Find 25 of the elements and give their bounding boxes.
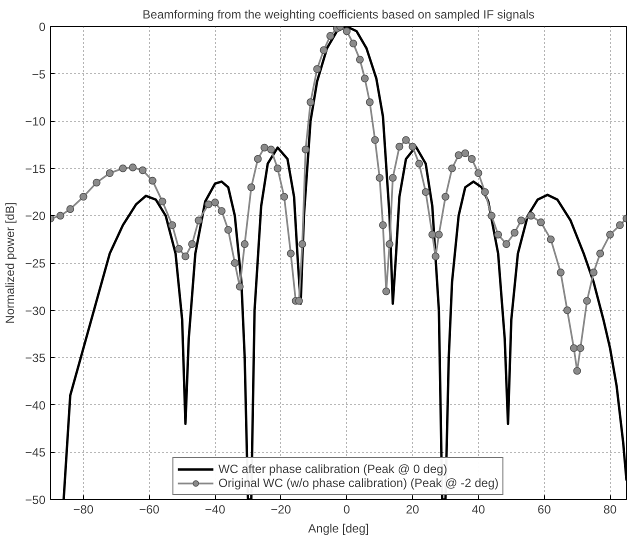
x-tick-label: 20 xyxy=(406,502,420,516)
legend-label: Original WC (w/o phase calibration) (Peak @ -2 deg) xyxy=(218,476,499,490)
legend-label: WC after phase calibration (Peak @ 0 deg) xyxy=(218,462,448,476)
x-tick-label: −20 xyxy=(270,502,292,516)
x-tick-label: 80 xyxy=(603,502,618,516)
y-tick-label: −5 xyxy=(32,67,46,82)
chart-title: Beamforming from the weighting coefficients based on sampled IF signals xyxy=(142,8,534,22)
y-tick-label: −50 xyxy=(25,493,46,507)
y-tick-label: −15 xyxy=(25,162,46,176)
y-tick-label: 0 xyxy=(38,20,46,34)
y-axis-title: Normalized power [dB] xyxy=(3,202,18,324)
y-tick-label: −35 xyxy=(25,351,46,366)
x-tick-label: 0 xyxy=(343,502,350,516)
y-tick-label: −30 xyxy=(25,304,46,318)
x-tick-label: 60 xyxy=(538,502,552,516)
x-tick-label: −40 xyxy=(204,502,226,516)
x-tick-label: −80 xyxy=(73,502,94,516)
y-tick-label: −25 xyxy=(25,256,46,270)
y-tick-label: −20 xyxy=(25,209,46,224)
x-tick-label: −60 xyxy=(139,502,160,516)
y-tick-label: −10 xyxy=(25,114,46,129)
y-tick-label: −45 xyxy=(25,446,46,460)
x-axis-title: Angle [deg] xyxy=(308,522,369,536)
x-tick-label: 40 xyxy=(472,502,486,516)
y-tick-label: −40 xyxy=(25,398,46,412)
